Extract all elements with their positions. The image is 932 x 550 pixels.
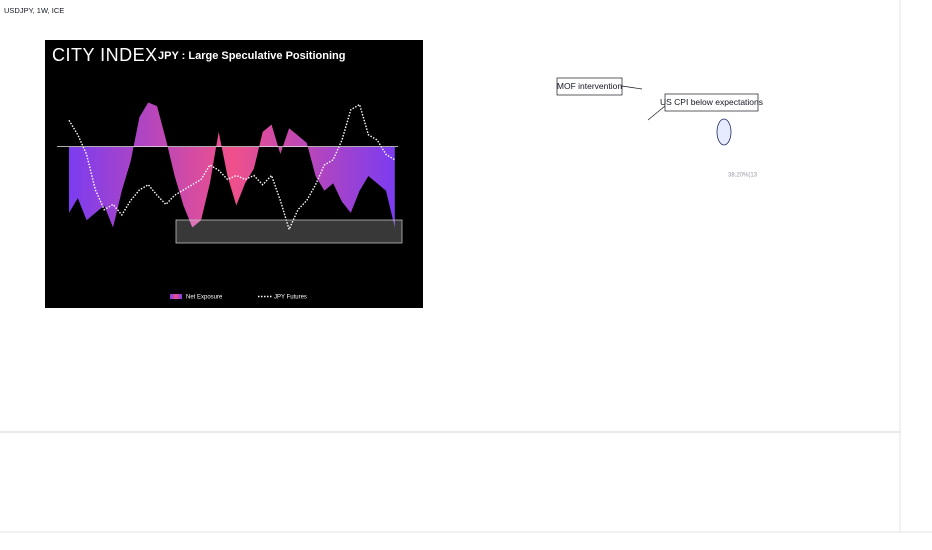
legend-label: Net Exposure	[186, 295, 223, 301]
legend-swatch	[170, 294, 182, 299]
annotation-pointer	[647, 105, 666, 121]
annotation-box	[556, 77, 623, 96]
fib-label: 38.20%(13	[728, 173, 758, 179]
inset-brand: CITY INDEX	[52, 45, 158, 65]
jpy-futures-line	[68, 103, 396, 232]
annotation-box	[664, 93, 759, 112]
annotation-text: US CPI below expectations	[660, 97, 763, 107]
net-exposure-area	[69, 102, 395, 228]
legend-label: JPY Futures	[274, 295, 307, 301]
inset-title: JPY : Large Speculative Positioning	[158, 50, 345, 62]
annotation-pointer	[621, 85, 643, 90]
annotation-text: MOF intervention	[557, 81, 622, 91]
symbol-header: USDJPY, 1W, ICE	[4, 6, 64, 15]
inset-highlight-box	[175, 219, 403, 244]
highlight-ellipse	[716, 118, 732, 146]
